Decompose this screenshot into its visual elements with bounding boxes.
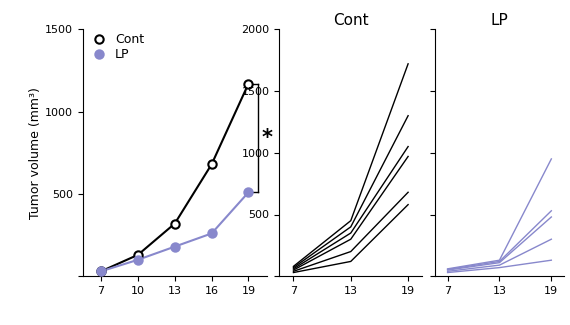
Text: *: * <box>262 128 273 148</box>
Legend: Cont, LP: Cont, LP <box>87 33 144 61</box>
Title: LP: LP <box>491 13 508 28</box>
Title: Cont: Cont <box>333 13 369 28</box>
Y-axis label: Tumor volume (mm³): Tumor volume (mm³) <box>29 87 42 219</box>
